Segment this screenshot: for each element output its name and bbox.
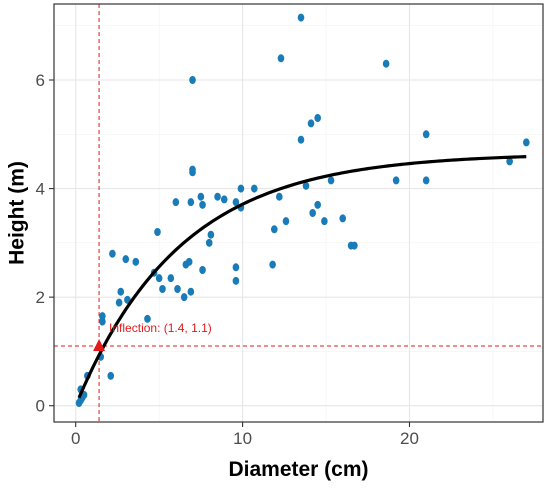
data-point [523,138,530,147]
y-axis: 0 2 4 6 [36,71,54,416]
plot-panel: Inflection: (1.4, 1.1) [53,3,544,423]
data-point [297,135,305,144]
x-tick-label: 10 [233,429,252,448]
data-point [269,260,276,269]
data-point [180,293,188,302]
data-point [189,165,196,174]
y-tick-label: 0 [36,397,45,416]
data-point [109,249,116,258]
data-point [189,76,196,84]
data-point [297,13,305,22]
data-point [205,238,213,247]
data-points [75,13,530,407]
data-point [327,176,335,185]
data-point [117,287,125,296]
data-point [321,217,328,226]
data-point [207,230,215,239]
grid-major [54,4,543,422]
data-point [174,285,181,293]
inflection-label: Inflection: (1.4, 1.1) [109,321,212,335]
grid-minor [54,4,543,422]
data-point [232,276,240,285]
fit-curve [77,155,527,399]
data-point [220,195,228,204]
data-point [122,255,130,264]
data-point [506,157,513,166]
data-point [154,228,161,236]
y-tick-label: 2 [36,288,45,307]
data-point [250,184,258,193]
y-tick-label: 4 [36,180,45,199]
data-point [187,198,195,207]
data-point [271,225,278,234]
data-point [309,209,316,217]
data-point [144,314,151,323]
data-point [155,274,163,283]
y-tick-label: 6 [36,71,45,90]
data-point [237,184,245,193]
data-point [392,176,400,185]
data-point [159,285,166,293]
data-point [277,54,285,63]
data-point [107,371,115,380]
data-point [422,176,430,185]
inflection-marker [93,339,106,351]
data-point [351,241,358,250]
x-tick-label: 20 [400,429,419,448]
y-axis-title: Height (m) [6,161,29,265]
data-point [314,200,321,209]
data-point [382,59,390,68]
panel-background [54,4,543,422]
data-point [185,257,193,266]
data-point [115,298,123,307]
x-axis: 0 10 20 [71,422,419,448]
data-point [314,114,321,122]
data-point [132,257,140,266]
x-axis-title: Diameter (cm) [228,458,368,481]
data-point [232,263,240,272]
inflection-guides [54,4,543,422]
x-tick-label: 0 [71,429,80,448]
data-point [187,287,195,296]
data-point [167,274,175,283]
data-point [172,198,180,207]
data-point [302,181,310,190]
data-point [339,214,347,223]
data-point [199,266,206,274]
data-point [199,200,206,209]
data-point [422,130,430,139]
data-point [276,192,283,201]
data-point [214,192,221,201]
data-point [307,119,315,128]
data-point [232,198,240,207]
panel-border [53,3,544,423]
data-point [99,312,106,321]
data-point [197,192,205,201]
data-point [282,217,290,226]
inflection-marker-group: Inflection: (1.4, 1.1) [93,321,212,351]
